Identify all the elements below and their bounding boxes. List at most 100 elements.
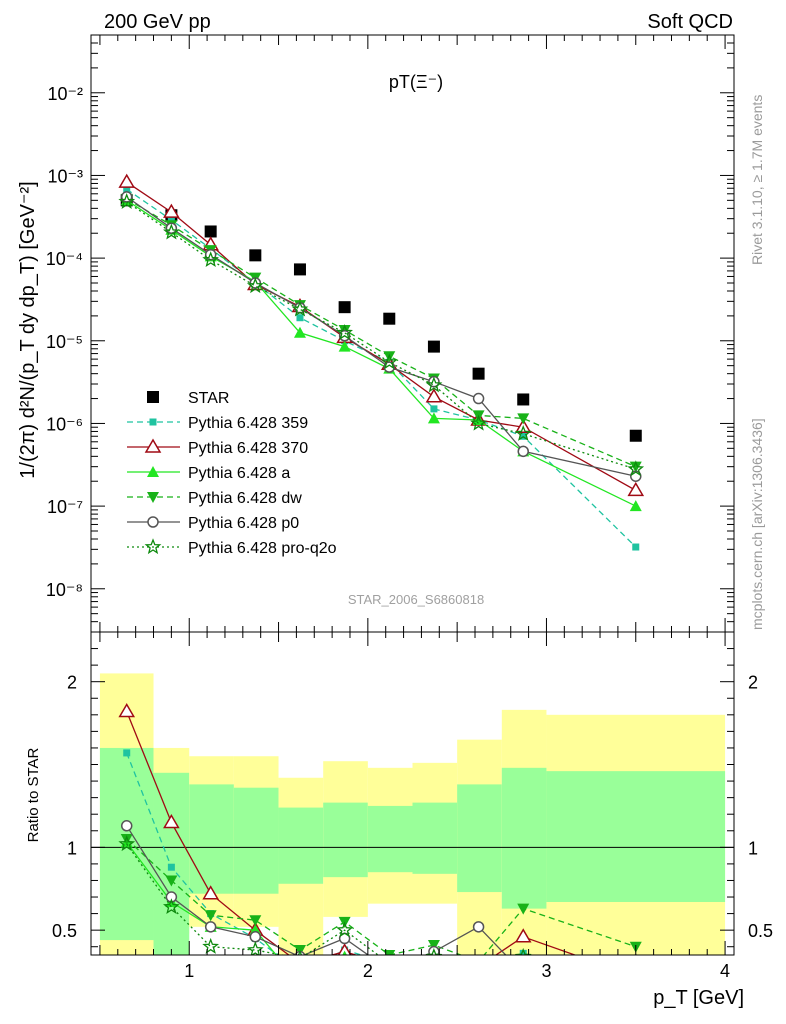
main-point-6-3	[246, 277, 264, 294]
legend-marker-6	[144, 538, 162, 555]
ratio-point-5-2	[202, 937, 220, 954]
legend-item-5: Pythia 6.428 p0	[127, 515, 299, 532]
ratio-ytick-label-right-2: 2	[748, 673, 758, 693]
ratio-point-1-10	[629, 970, 643, 982]
ratio-xtick-label-2: 3	[541, 961, 551, 981]
main-ytick-label-3: 10⁻⁵	[46, 332, 83, 352]
ratio-point-2-7	[428, 984, 440, 995]
ratio-band-green-2	[189, 784, 234, 894]
main-point-3-5	[338, 340, 351, 352]
main-point-0-10	[629, 429, 642, 442]
main-point-5-8	[472, 392, 485, 405]
legend-label-4: Pythia 6.428 dw	[188, 490, 302, 507]
ratio-point-1-7	[427, 965, 441, 977]
legend-label-2: Pythia 6.428 370	[188, 440, 308, 457]
legend-item-3: Pythia 6.428 a	[127, 465, 290, 482]
ratio-band-green-10	[546, 771, 726, 902]
main-point-3-4	[293, 326, 306, 338]
ratio-point-3-2	[204, 910, 217, 922]
main-series-6	[118, 192, 645, 477]
ratio-series-line-5	[126, 843, 380, 955]
ratio-point-1-0	[118, 703, 136, 718]
ratio-point-3-0	[120, 834, 133, 846]
main-point-5-6	[383, 361, 396, 373]
ratio-point-0-7	[430, 980, 437, 987]
ratio-point-3-1	[165, 875, 178, 887]
ratio-band-green-6	[367, 805, 413, 873]
ratio-point-4-9	[518, 968, 528, 978]
ratio-point-3-3	[249, 915, 262, 927]
main-point-2-1	[163, 203, 180, 218]
ratio-point-1-1	[163, 813, 180, 829]
main-point-6-4	[291, 300, 309, 317]
ratio-ylabel: Ratio to STAR	[25, 747, 42, 842]
legend-marker-5	[147, 516, 159, 528]
ratio-point-4-0	[120, 820, 133, 832]
ratio-point-2-10	[630, 982, 642, 993]
ratio-point-2-6	[383, 966, 395, 977]
main-point-6-9	[514, 425, 532, 441]
main-point-1-4	[296, 314, 304, 322]
ratio-point-0-0	[123, 749, 131, 757]
side-label-mcplots: mcplots.cern.ch [arXiv:1306.3436]	[749, 418, 765, 630]
main-ytick-label-6: 10⁻²	[47, 84, 83, 104]
main-point-6-5	[336, 324, 353, 340]
ratio-ytick-label-left-1: 1	[67, 838, 77, 858]
side-label-rivet: Rivet 3.1.10, ≥ 1.7M events	[749, 95, 765, 265]
header-left: 200 GeV pp	[104, 11, 211, 33]
legend-label-5: Pythia 6.428 p0	[188, 515, 299, 532]
main-point-5-9	[517, 445, 529, 458]
main-ytick-label-0: 10⁻⁸	[46, 580, 83, 600]
header-right: Soft QCD	[647, 11, 733, 33]
main-series-group	[118, 173, 645, 551]
ratio-point-4-8	[472, 921, 485, 933]
main-point-3-10	[629, 500, 642, 512]
legend-item-1: Pythia 6.428 359	[127, 415, 308, 432]
main-point-1-7	[430, 405, 438, 413]
main-point-0-7	[427, 340, 440, 353]
main-ytick-label-4: 10⁻⁴	[46, 249, 83, 269]
ratio-plot-frame	[90, 631, 735, 956]
ratio-point-2-5	[342, 950, 347, 955]
main-series-line-3	[126, 199, 637, 507]
ratio-point-2-4	[294, 977, 306, 988]
ratio-point-0-10	[632, 1001, 639, 1008]
ratio-ytick-label-right-1: 1	[748, 838, 758, 858]
ratio-xtick-label-3: 4	[720, 961, 730, 981]
ratio-point-5-6	[389, 954, 390, 955]
main-point-6-8	[470, 414, 487, 431]
ratio-band-green-4	[278, 807, 324, 884]
ratio-point-2-8	[473, 961, 485, 972]
main-point-4-10	[629, 461, 642, 473]
ratio-series-clipped	[118, 703, 643, 1008]
main-point-0-2	[204, 225, 217, 238]
legend-item-6: Pythia 6.428 pro-q2o	[127, 538, 337, 557]
main-point-2-0	[118, 173, 136, 188]
ratio-ytick-label-right-0: 0.5	[748, 921, 773, 941]
ratio-point-2-9	[517, 967, 529, 978]
main-point-0-5	[338, 301, 351, 314]
ratio-point-4-6	[384, 965, 394, 975]
main-point-3-7	[427, 412, 440, 424]
main-ylabel: 1/(2π) d²N/(p_T dy dp_T) [GeV⁻²]	[17, 181, 39, 478]
legend-label-1: Pythia 6.428 359	[188, 415, 308, 432]
main-ytick-label-5: 10⁻³	[47, 166, 83, 186]
ratio-point-1-2	[202, 885, 219, 900]
ratio-point-4-2	[204, 921, 217, 933]
ratio-point-0-9	[519, 949, 527, 955]
ratio-xtick-label-1: 2	[363, 961, 373, 981]
ratio-band-green-3	[233, 787, 279, 894]
ratio-axis-ticks: 0.5 0.5 1 1 2 2 1 2 3 4	[52, 632, 773, 981]
ratio-point-1-5	[337, 943, 352, 955]
ratio-point-3-6	[383, 950, 396, 955]
main-point-0-4	[293, 263, 306, 276]
main-axis-ticks: 10⁻⁸ 10⁻⁷ 10⁻⁶ 10⁻⁵ 10⁻⁴ 10⁻³ 10⁻²	[46, 34, 734, 633]
ratio-point-0-1	[167, 863, 175, 871]
main-point-0-3	[249, 249, 262, 262]
main-point-0-8	[472, 367, 485, 380]
ratio-xtick-label-0: 1	[184, 961, 194, 981]
main-point-6-6	[380, 353, 398, 370]
legend-item-0: STAR	[147, 390, 229, 407]
legend-marker-0	[147, 391, 159, 403]
ratio-point-1-8	[472, 960, 486, 972]
